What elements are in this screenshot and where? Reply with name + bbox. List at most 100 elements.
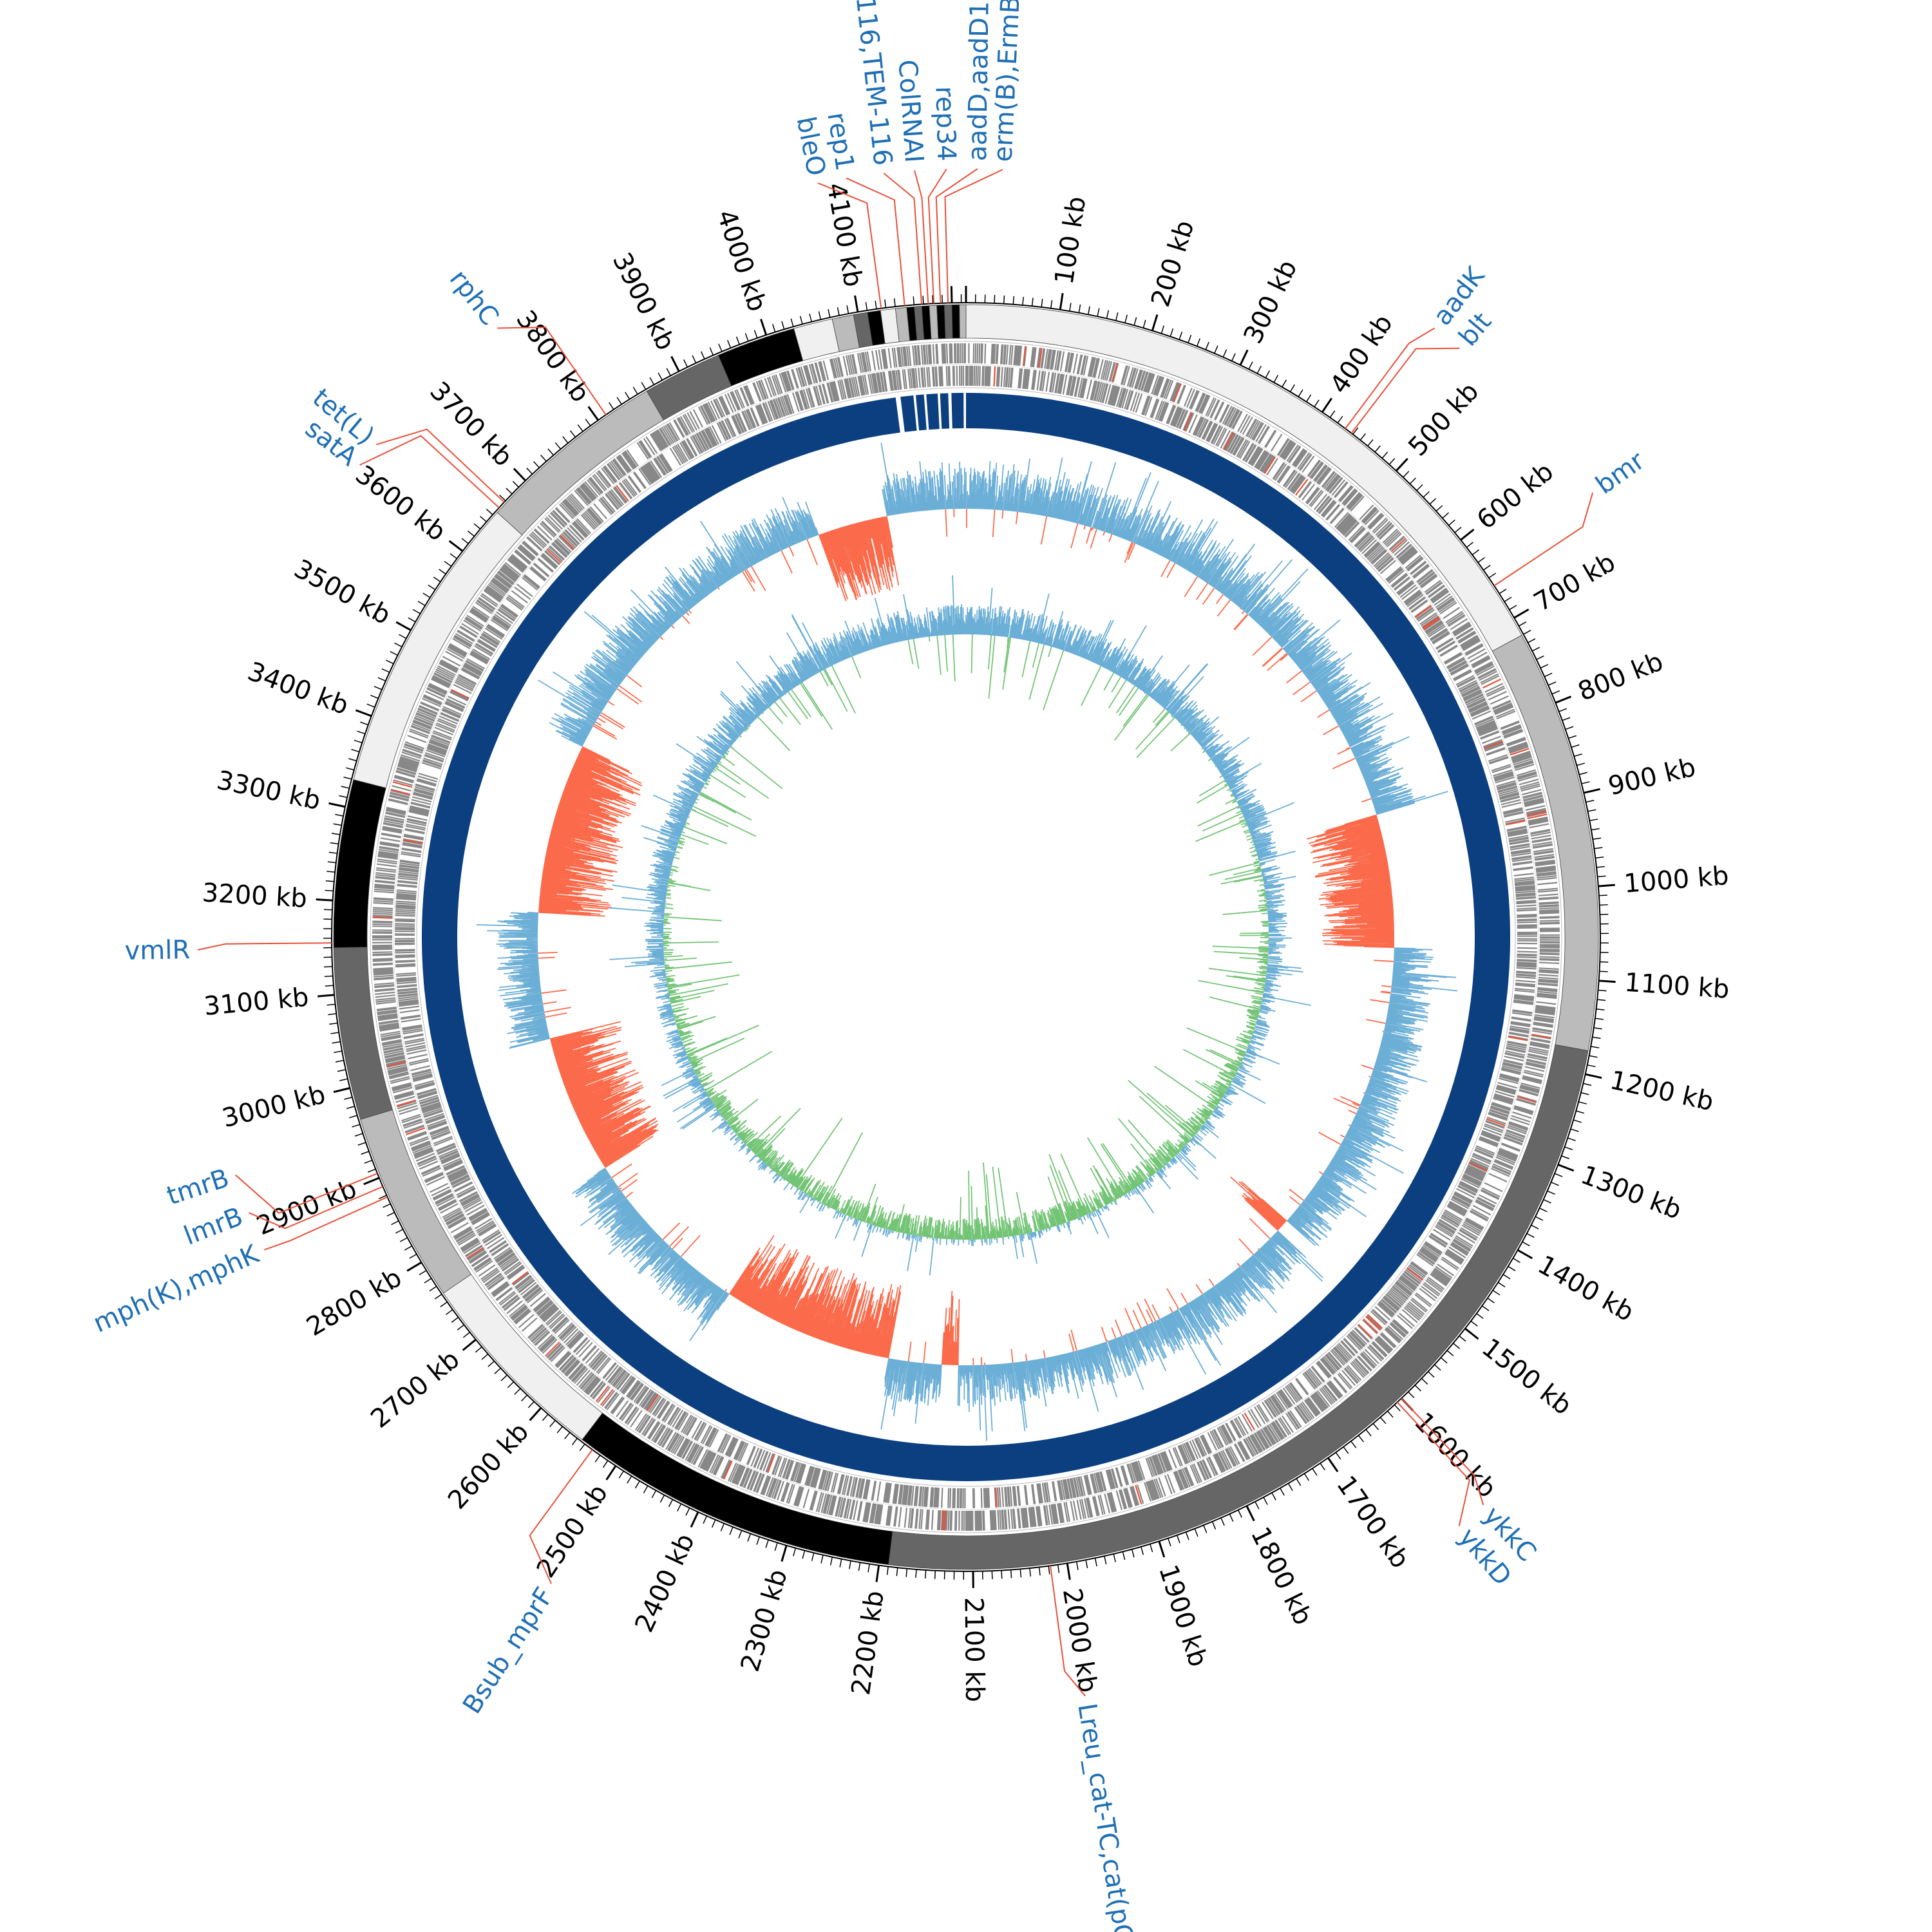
minor-tick xyxy=(434,1294,442,1300)
minor-tick xyxy=(1481,1305,1490,1311)
minor-tick xyxy=(357,1142,366,1146)
minor-tick xyxy=(1248,361,1253,370)
minor-tick xyxy=(394,642,402,648)
minor-tick xyxy=(1435,505,1443,512)
scale-tick-label: 200 kb xyxy=(1146,217,1200,310)
gene-leader-line xyxy=(883,173,923,305)
major-tick xyxy=(781,1545,788,1562)
major-tick xyxy=(760,319,768,336)
minor-tick xyxy=(1523,630,1531,635)
minor-tick xyxy=(865,302,868,311)
scale-tick-label: 3200 kb xyxy=(202,878,308,913)
minor-tick xyxy=(1592,1036,1601,1039)
gene-label: bmr xyxy=(1591,446,1651,500)
gene-leader-line xyxy=(927,168,947,304)
minor-tick xyxy=(527,1401,535,1408)
major-tick xyxy=(406,1261,422,1272)
major-tick xyxy=(355,709,372,717)
minor-tick xyxy=(1124,314,1128,323)
minor-tick xyxy=(533,461,540,468)
minor-tick xyxy=(1265,370,1271,379)
minor-tick xyxy=(703,1515,708,1524)
major-tick xyxy=(316,898,333,902)
major-tick xyxy=(1151,314,1159,331)
minor-tick xyxy=(1078,304,1081,313)
minor-tick xyxy=(422,592,431,598)
minor-tick xyxy=(772,324,776,332)
minor-tick xyxy=(1271,1492,1276,1501)
minor-tick xyxy=(700,351,705,359)
minor-tick xyxy=(1041,298,1043,308)
minor-tick xyxy=(367,1168,376,1173)
minor-tick xyxy=(1570,1128,1579,1132)
minor-tick xyxy=(625,392,630,400)
minor-tick xyxy=(1595,1018,1604,1020)
minor-tick xyxy=(1379,1417,1387,1425)
cds-highlighted xyxy=(372,346,1551,1531)
minor-tick xyxy=(475,1346,482,1353)
minor-tick xyxy=(1075,1561,1079,1570)
minor-tick xyxy=(451,1316,459,1323)
minor-tick xyxy=(1394,1404,1401,1412)
minor-tick xyxy=(473,523,481,529)
minor-tick xyxy=(409,1253,417,1259)
minor-tick xyxy=(1170,328,1174,337)
minor-tick xyxy=(1551,690,1560,695)
minor-tick xyxy=(324,975,333,978)
minor-tick xyxy=(1509,605,1517,611)
minor-tick xyxy=(1598,895,1607,896)
minor-tick xyxy=(1540,664,1549,669)
minor-tick xyxy=(1220,1517,1225,1526)
minor-tick xyxy=(352,1124,361,1128)
minor-tick xyxy=(1599,971,1608,972)
scale-tick-label: 1300 kb xyxy=(1577,1160,1685,1225)
minor-tick xyxy=(327,1003,336,1006)
minor-tick xyxy=(1141,1546,1144,1555)
minor-tick xyxy=(1320,1463,1325,1471)
major-tick xyxy=(587,406,600,421)
minor-tick xyxy=(526,468,533,475)
minor-tick xyxy=(711,1519,716,1528)
major-tick xyxy=(1598,980,1616,983)
cds-strand-divider xyxy=(393,364,1539,1510)
minor-tick xyxy=(428,584,436,591)
minor-tick xyxy=(1594,847,1603,849)
minor-tick xyxy=(1367,439,1374,447)
backbone-plasmid-segment xyxy=(900,395,917,432)
gene-label: Lreu_cat-TC,cat(pC194) xyxy=(1072,1701,1148,1932)
minor-tick xyxy=(1519,621,1527,627)
minor-tick xyxy=(811,1553,815,1562)
major-tick xyxy=(605,1465,617,1481)
minor-tick xyxy=(1578,772,1587,775)
scale-tick-label: 2800 kb xyxy=(301,1263,407,1342)
minor-tick xyxy=(1214,345,1218,354)
minor-tick xyxy=(1548,681,1557,686)
minor-tick xyxy=(829,1557,833,1566)
minor-tick xyxy=(1381,451,1388,459)
minor-tick xyxy=(1031,298,1034,307)
minor-tick xyxy=(1358,1435,1365,1443)
minor-tick xyxy=(361,1151,370,1155)
major-tick xyxy=(1327,1457,1339,1472)
minor-tick xyxy=(1416,484,1423,491)
major-tick xyxy=(462,1338,477,1351)
minor-tick xyxy=(735,336,740,345)
minor-tick xyxy=(417,600,426,607)
minor-tick xyxy=(1531,1224,1539,1229)
scale-tick-label: 3300 kb xyxy=(214,766,323,817)
minor-tick xyxy=(335,1059,344,1063)
minor-tick xyxy=(395,1229,404,1234)
major-tick xyxy=(875,1565,880,1582)
major-tick xyxy=(1583,788,1600,794)
minor-tick xyxy=(744,333,749,342)
minor-tick xyxy=(328,851,337,854)
minor-tick xyxy=(896,1567,898,1577)
minor-tick xyxy=(1578,1101,1587,1104)
minor-tick xyxy=(1551,1182,1559,1186)
major-tick xyxy=(1059,292,1064,310)
backbone-plasmid-segment xyxy=(926,393,940,430)
minor-tick xyxy=(579,1443,585,1452)
minor-tick xyxy=(349,1115,357,1119)
minor-tick xyxy=(344,1097,353,1100)
minor-tick xyxy=(1237,1510,1242,1518)
